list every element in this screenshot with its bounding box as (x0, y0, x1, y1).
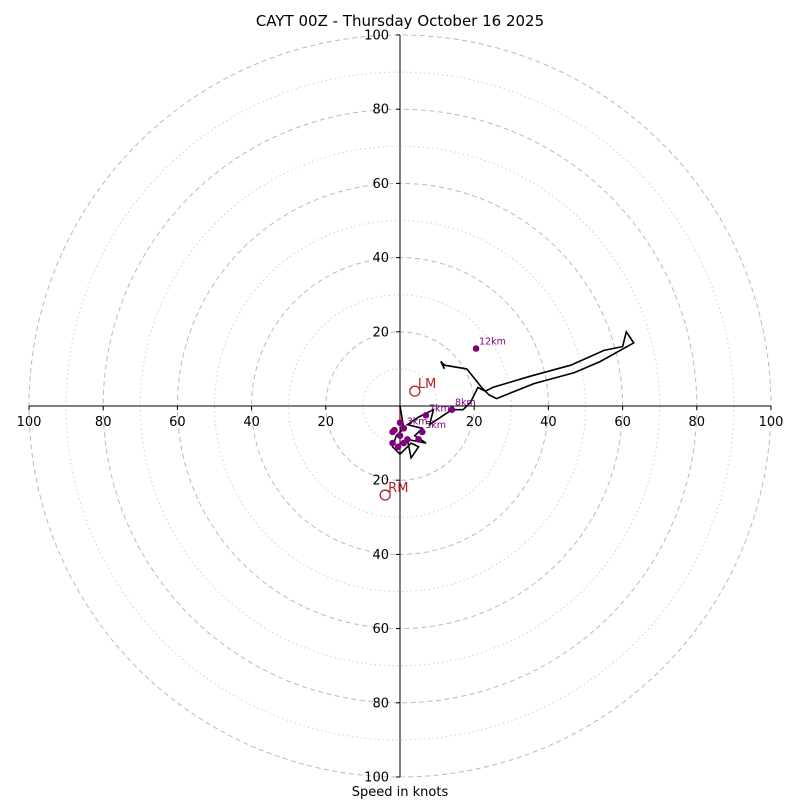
height-marker-point (396, 419, 404, 426)
storm-motion-marker-lm (409, 385, 421, 397)
x-tick-label: 20 (318, 415, 335, 430)
height-marker-point (396, 432, 404, 439)
height-marker-point (422, 411, 430, 419)
x-tick-label: 100 (759, 415, 784, 430)
height-marker-point (472, 345, 480, 352)
x-tick-label: 100 (17, 415, 42, 430)
y-tick-label: 60 (372, 177, 389, 192)
y-tick-label: 40 (372, 548, 389, 563)
height-marker-point (415, 436, 422, 443)
y-tick-label: 80 (372, 103, 389, 118)
y-tick-label: 20 (372, 325, 389, 340)
height-marker-point (418, 428, 426, 436)
height-marker-label: 8km (455, 398, 476, 409)
y-tick-label: 100 (364, 29, 389, 44)
height-marker-label: 7km (429, 403, 450, 414)
y-tick-label: 40 (372, 251, 389, 266)
x-axis-label: Speed in knots (352, 785, 449, 800)
x-tick-label: 40 (540, 415, 557, 430)
x-tick-label: 40 (243, 415, 260, 430)
height-marker-label: 12km (479, 336, 506, 347)
x-tick-label: 20 (466, 415, 483, 430)
storm-motion-label-rm: RM (388, 481, 408, 496)
height-marker-point (389, 439, 396, 447)
height-marker-point (448, 406, 456, 414)
tick-labels: 100 80 60 40 20 20 40 60 80 100 100 80 60 40 20 20 40 60 8… (17, 29, 784, 786)
chart-title: CAYT 00Z - Thursday October 16 2025 (256, 12, 544, 30)
y-tick-label: 20 (372, 474, 389, 489)
height-marker-point (400, 424, 408, 432)
height-marker-label: 5km (425, 420, 446, 431)
height-marker-point (394, 443, 402, 451)
y-tick-label: 60 (372, 622, 389, 637)
storm-motion-marker-rm (379, 489, 391, 501)
storm-motion-label-lm: LM (418, 377, 436, 392)
x-tick-label: 60 (614, 415, 631, 430)
x-tick-label: 80 (689, 415, 706, 430)
x-tick-label: 60 (169, 415, 186, 430)
height-marker-label: 3km (407, 416, 428, 427)
y-tick-label: 100 (364, 771, 389, 786)
x-tick-label: 80 (95, 415, 112, 430)
height-marker-point (391, 426, 398, 434)
hodograph-trace (391, 329, 635, 460)
y-tick-label: 80 (372, 696, 389, 711)
height-marker-point (404, 436, 411, 443)
